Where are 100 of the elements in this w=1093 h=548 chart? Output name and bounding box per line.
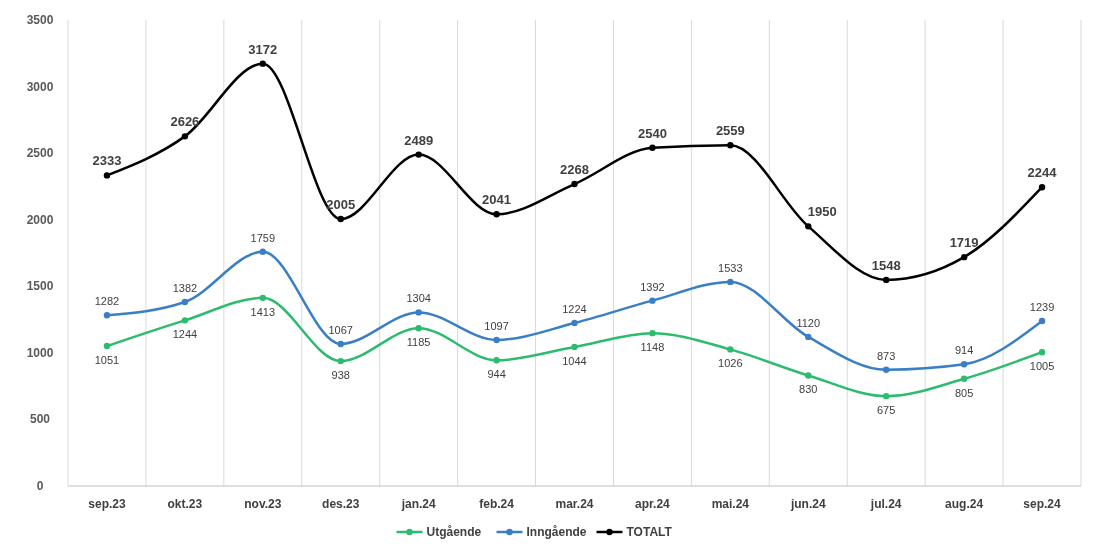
x-tick-label: mai.24 (711, 497, 750, 511)
y-tick-label: 500 (29, 412, 51, 427)
point (493, 357, 500, 364)
point (571, 180, 578, 188)
point (415, 151, 422, 158)
data-label: 1005 (1029, 360, 1055, 373)
point (493, 336, 500, 344)
point (960, 375, 968, 383)
point (415, 325, 422, 332)
data-label: 1120 (796, 316, 821, 329)
y-tick-label: 1500 (26, 279, 54, 294)
point (805, 223, 812, 230)
data-label: 944 (487, 368, 506, 381)
data-label: 805 (954, 386, 974, 399)
data-label: 873 (877, 349, 896, 362)
point (649, 297, 656, 304)
point (337, 340, 344, 348)
point (259, 248, 267, 255)
point (181, 298, 189, 306)
y-tick-label: 1000 (26, 345, 54, 360)
legend-label: Utgående (426, 525, 482, 539)
point (103, 172, 111, 179)
y-tick-label: 3500 (26, 13, 54, 27)
data-label: 1185 (406, 336, 431, 349)
point (882, 366, 890, 373)
x-tick-label: aug.24 (945, 497, 984, 511)
data-label: 1533 (718, 261, 743, 274)
point (415, 309, 422, 316)
point (571, 319, 578, 327)
data-label: 1239 (1029, 301, 1055, 314)
point (1038, 184, 1046, 191)
point (337, 357, 344, 365)
point (181, 317, 189, 324)
x-tick-label: jan.24 (400, 497, 436, 511)
data-label: 2489 (404, 132, 434, 148)
x-tick-label: feb.24 (479, 497, 515, 511)
point (571, 343, 578, 351)
data-label: 1382 (172, 282, 198, 294)
x-tick-label: nov.23 (244, 497, 282, 511)
data-label: 2333 (92, 153, 122, 169)
point (882, 276, 890, 284)
data-label: 1392 (640, 280, 665, 293)
data-label: 3172 (248, 41, 278, 57)
data-label: 1067 (328, 323, 353, 336)
point (727, 346, 734, 353)
point (727, 278, 734, 286)
data-label: 2540 (637, 125, 667, 141)
point (805, 333, 812, 341)
legend-label: TOTALT (626, 525, 673, 539)
point (727, 142, 734, 149)
data-label: 1097 (484, 319, 509, 332)
data-label: 1304 (406, 292, 431, 305)
data-label: 1224 (562, 303, 587, 316)
x-tick-label: jun.24 (789, 497, 826, 511)
x-tick-label: sep.23 (88, 497, 126, 511)
data-label: 1026 (718, 357, 743, 370)
point (493, 211, 500, 218)
data-label: 1044 (562, 355, 587, 367)
x-tick-label: des.23 (322, 497, 360, 511)
x-tick-label: mar.24 (555, 497, 594, 511)
data-label: 1719 (949, 235, 979, 251)
data-label: 2041 (482, 192, 512, 208)
data-label: 2005 (326, 197, 356, 213)
data-label: 1282 (94, 295, 120, 308)
data-label: 1244 (172, 328, 198, 341)
y-tick-label: 2000 (26, 212, 54, 227)
data-label: 675 (877, 404, 896, 417)
point (259, 294, 267, 302)
data-label: 830 (799, 383, 818, 396)
data-label: 1759 (250, 231, 276, 244)
x-tick-label: okt.23 (167, 497, 203, 511)
point (649, 329, 656, 337)
point (960, 361, 968, 368)
point (1038, 317, 1046, 325)
point (103, 342, 111, 350)
point (882, 392, 890, 400)
data-label: 2244 (1027, 165, 1058, 181)
point (259, 60, 267, 67)
y-tick-label: 2500 (26, 146, 54, 161)
point (805, 372, 812, 379)
point (181, 133, 189, 140)
y-tick-label: 0 (36, 479, 44, 493)
point (960, 253, 968, 261)
data-label: 2626 (170, 114, 200, 130)
x-tick-label: jul.24 (869, 497, 902, 511)
data-label: 2559 (715, 123, 745, 139)
data-label: 1051 (94, 354, 120, 367)
point (649, 144, 656, 152)
x-tick-label: sep.24 (1023, 497, 1062, 511)
point (1038, 348, 1046, 356)
data-label: 938 (331, 369, 350, 382)
x-tick-label: apr.24 (635, 497, 671, 511)
legend-label: Inngående (526, 525, 587, 539)
data-label: 914 (954, 344, 974, 357)
data-label: 1548 (871, 257, 901, 273)
point (337, 215, 344, 223)
y-tick-label: 3000 (26, 79, 54, 94)
data-label: 1148 (640, 341, 665, 354)
data-label: 1950 (807, 204, 837, 220)
data-label: 2268 (560, 162, 589, 178)
